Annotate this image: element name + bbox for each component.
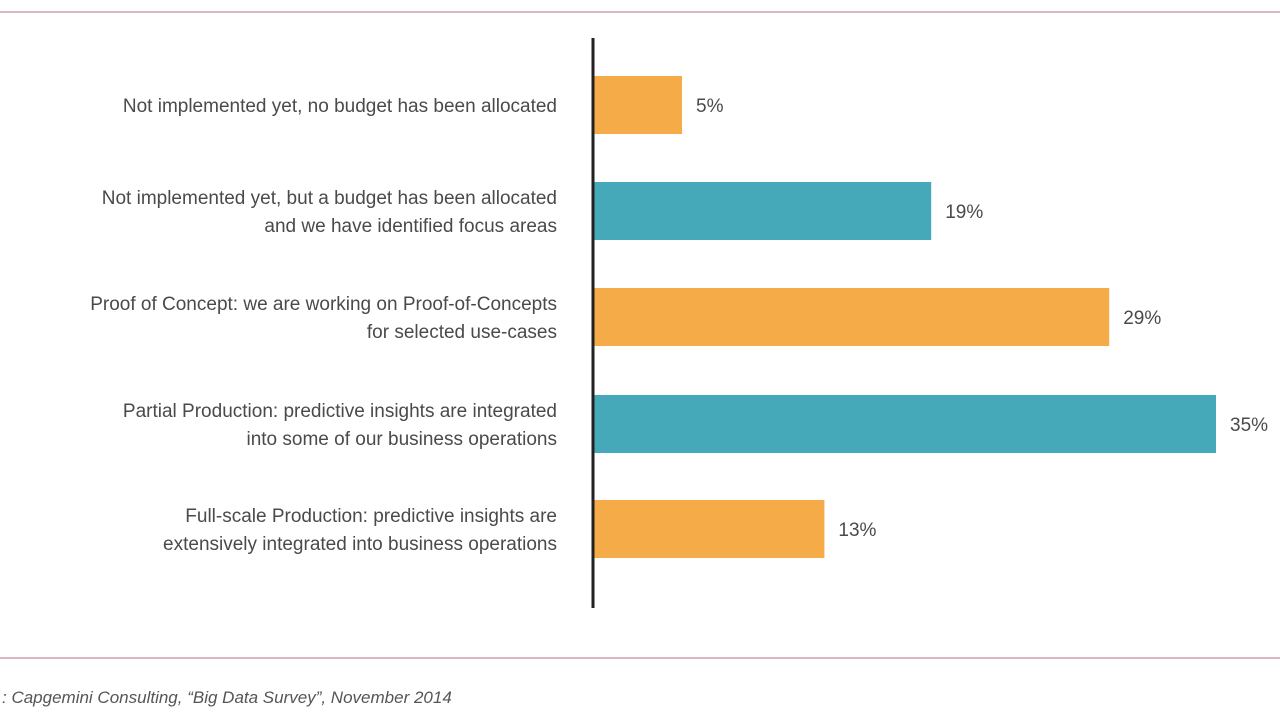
category-label-3-line-1: Proof of Concept: we are working on Proo… <box>90 294 557 315</box>
value-label-2: 19% <box>945 202 983 223</box>
value-label-5: 13% <box>838 520 876 541</box>
category-label-4-line-1: Partial Production: predictive insights … <box>123 401 557 422</box>
category-label-1-line-1: Not implemented yet, no budget has been … <box>123 96 557 117</box>
bar-2 <box>593 182 932 240</box>
category-label-2-line-2: and we have identified focus areas <box>264 216 557 237</box>
source-note: : Capgemini Consulting, “Big Data Survey… <box>2 688 452 707</box>
bar-3 <box>593 288 1110 346</box>
category-label-3-line-2: for selected use-cases <box>367 322 557 343</box>
bar-4 <box>593 395 1216 453</box>
category-label-5-line-2: extensively integrated into business ope… <box>163 534 557 555</box>
bottom-divider <box>0 657 1280 659</box>
top-divider <box>0 11 1280 13</box>
bar-5 <box>593 500 825 558</box>
category-label-4-line-2: into some of our business operations <box>246 429 557 450</box>
value-label-1: 5% <box>696 96 724 117</box>
category-label-2-line-1: Not implemented yet, but a budget has be… <box>102 188 557 209</box>
value-label-4: 35% <box>1230 415 1268 436</box>
value-label-3: 29% <box>1123 308 1161 329</box>
category-label-5-line-1: Full-scale Production: predictive insigh… <box>185 506 557 527</box>
bar-1 <box>593 76 682 134</box>
